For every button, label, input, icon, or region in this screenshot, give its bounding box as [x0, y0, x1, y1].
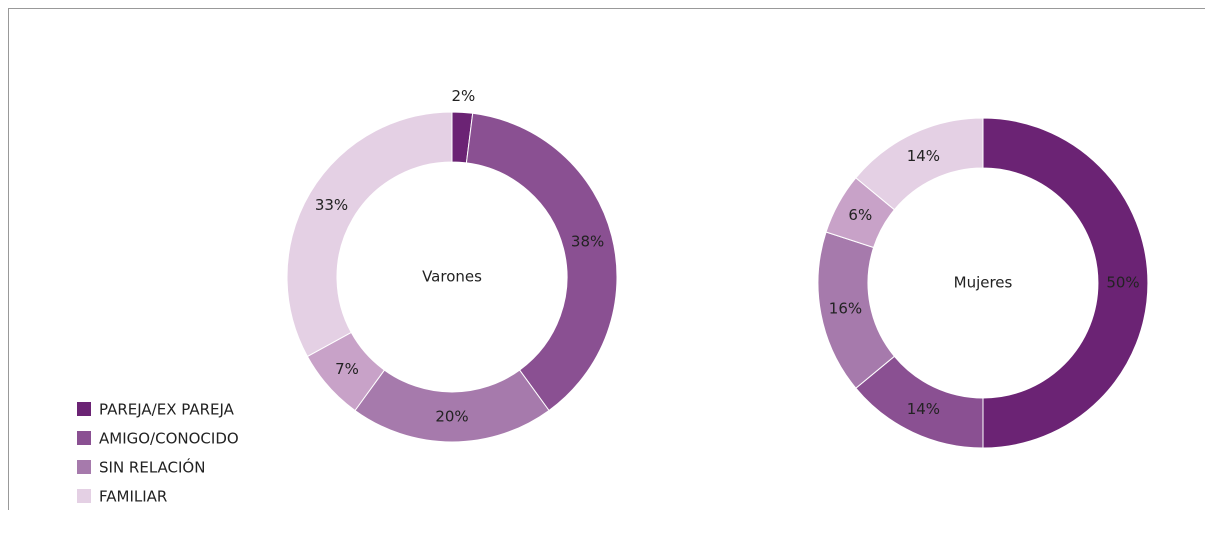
data-label: 14% [907, 400, 940, 418]
legend-swatch [77, 460, 91, 474]
data-label: 50% [1106, 274, 1139, 292]
donut-segment [855, 117, 984, 211]
legend-swatch [77, 431, 91, 445]
donut-segment [982, 117, 1149, 449]
data-label: 7% [335, 360, 359, 378]
legend-label: PAREJA/EX PAREJA [99, 401, 235, 419]
legend-label: FAMILIAR [99, 488, 167, 506]
donut-segment [465, 112, 618, 412]
data-label: 14% [907, 147, 940, 165]
legend-label: SIN RELACIÓN [99, 458, 205, 477]
data-label: 38% [571, 233, 604, 251]
donut-segment [354, 369, 550, 443]
data-label: 2% [451, 87, 475, 105]
data-label: 16% [829, 300, 862, 318]
data-label: 20% [435, 408, 468, 426]
legend-label: AMIGO/CONOCIDO [99, 430, 239, 448]
legend-swatch [77, 489, 91, 503]
data-label: 6% [848, 206, 872, 224]
chart-title: Mujeres [954, 274, 1013, 292]
donut-segment [286, 111, 453, 358]
data-label: 33% [315, 196, 348, 214]
legend-swatch [77, 402, 91, 416]
chart-title: Varones [422, 268, 482, 286]
